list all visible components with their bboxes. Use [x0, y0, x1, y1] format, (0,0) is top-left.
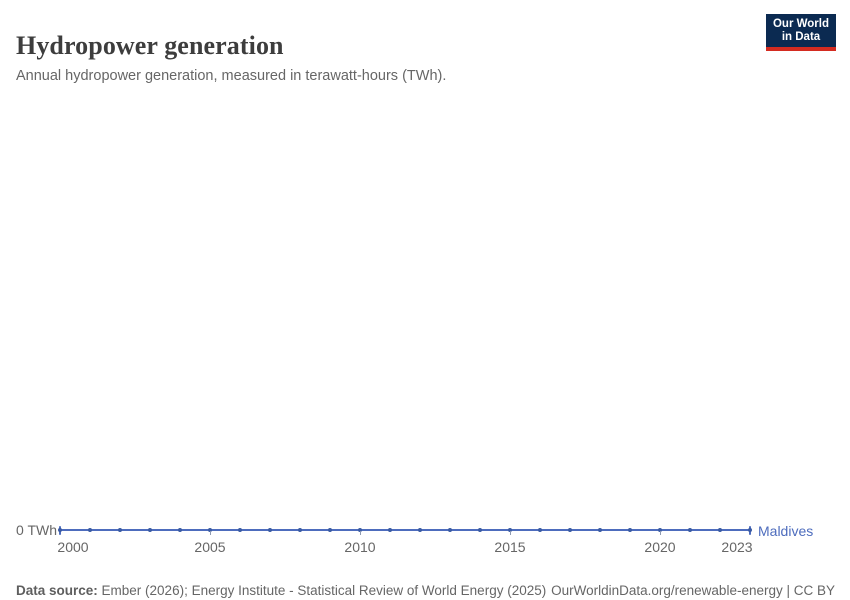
data-point-2009[interactable] — [328, 528, 332, 532]
data-point-2013[interactable] — [448, 528, 452, 532]
x-axis-label-2023: 2023 — [721, 539, 753, 555]
data-point-2012[interactable] — [418, 528, 422, 532]
data-point-2010[interactable] — [358, 528, 362, 532]
owid-logo-line1: Our World — [772, 17, 829, 30]
x-axis-label-2015: 2015 — [494, 539, 526, 555]
data-point-2000[interactable] — [58, 528, 62, 532]
data-point-2014[interactable] — [478, 528, 482, 532]
x-axis-label-2005: 2005 — [194, 539, 226, 555]
data-point-2004[interactable] — [178, 528, 182, 532]
data-point-2020[interactable] — [658, 528, 662, 532]
x-axis-tick-2010 — [360, 531, 361, 535]
data-point-2006[interactable] — [238, 528, 242, 532]
owid-logo-line2: in Data — [781, 30, 821, 43]
plot-area[interactable]: 0 TWh Maldives 2000 2005 2010 2015 2020 2023 — [0, 80, 850, 555]
x-axis-label-2020: 2020 — [644, 539, 676, 555]
data-source-note: Data source: Ember (2026); Energy Instit… — [16, 582, 546, 599]
data-point-2005[interactable] — [208, 528, 212, 532]
data-point-2008[interactable] — [298, 528, 302, 532]
data-point-2002[interactable] — [118, 528, 122, 532]
series-line-maldives[interactable] — [60, 529, 750, 531]
data-point-2003[interactable] — [148, 528, 152, 532]
data-source-text: Ember (2026); Energy Institute - Statist… — [97, 582, 547, 598]
data-point-2022[interactable] — [718, 528, 722, 532]
chart-subtitle: Annual hydropower generation, measured i… — [16, 67, 447, 84]
data-point-2011[interactable] — [388, 528, 392, 532]
x-axis-label-2000: 2000 — [57, 539, 89, 555]
data-point-2019[interactable] — [628, 528, 632, 532]
data-source-label: Data source: — [16, 582, 98, 598]
entity-label-maldives[interactable]: Maldives — [758, 523, 814, 539]
page-title: Hydropower generation — [16, 31, 284, 61]
data-point-2001[interactable] — [88, 528, 92, 532]
data-point-2016[interactable] — [538, 528, 542, 532]
credit-link[interactable]: OurWorldinData.org/renewable-energy | CC… — [551, 582, 835, 598]
data-point-2017[interactable] — [568, 528, 572, 532]
data-point-2015[interactable] — [508, 528, 512, 532]
x-axis-tick-2015 — [510, 531, 511, 535]
data-point-2021[interactable] — [688, 528, 692, 532]
x-axis-tick-2005 — [210, 531, 211, 535]
data-point-2007[interactable] — [268, 528, 272, 532]
x-axis-tick-2020 — [660, 531, 661, 535]
data-point-2023[interactable] — [748, 528, 752, 532]
x-axis-label-2010: 2010 — [344, 539, 376, 555]
owid-logo[interactable]: Our World in Data — [766, 14, 836, 51]
y-axis-zero-label: 0 TWh — [16, 522, 57, 538]
data-point-2018[interactable] — [598, 528, 602, 532]
